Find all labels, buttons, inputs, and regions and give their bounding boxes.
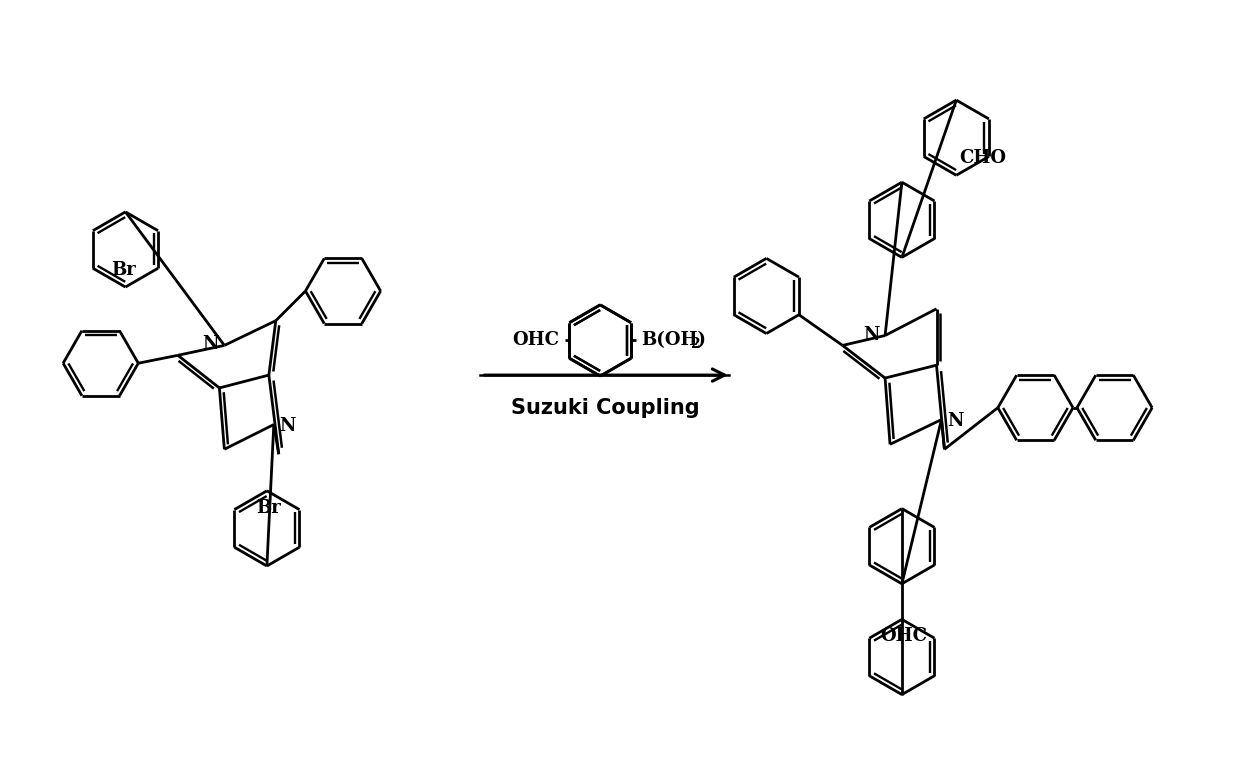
Text: 2: 2 [691, 338, 699, 352]
Text: Suzuki Coupling: Suzuki Coupling [511, 398, 699, 417]
Text: N: N [202, 336, 218, 353]
Text: N: N [947, 411, 963, 430]
Text: OHC: OHC [880, 627, 928, 645]
Text: N: N [279, 417, 296, 434]
Text: OHC: OHC [512, 332, 559, 349]
Text: Br: Br [112, 261, 136, 279]
Text: N: N [863, 326, 879, 343]
Text: Br: Br [257, 499, 281, 517]
Text: B(OH): B(OH) [641, 332, 706, 349]
Text: CHO: CHO [960, 149, 1007, 168]
